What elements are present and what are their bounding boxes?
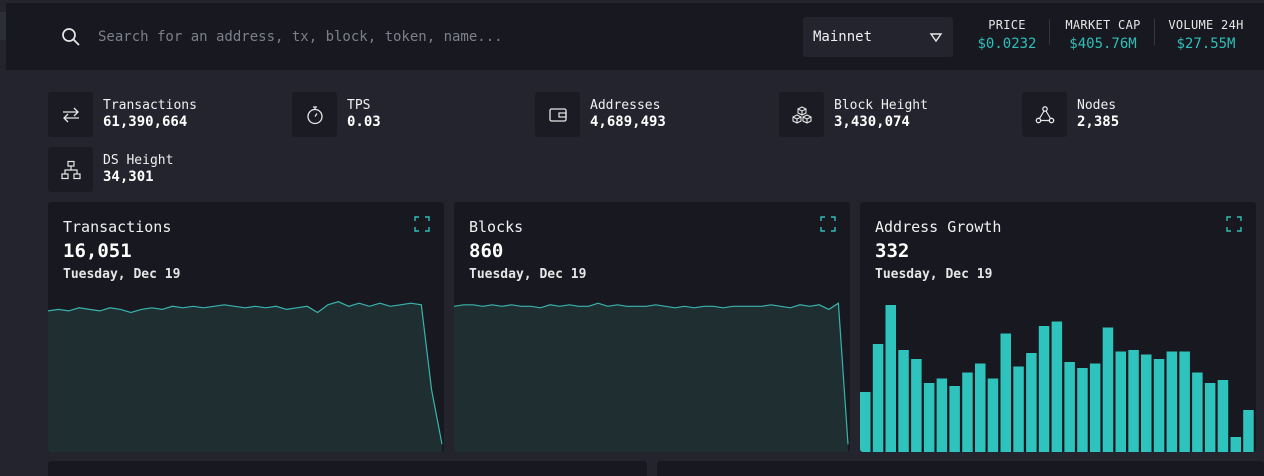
card-transactions: Transactions 16,051 Tuesday, Dec 19 <box>48 202 444 452</box>
search-icon[interactable] <box>61 27 81 47</box>
cubes-icon <box>791 105 812 124</box>
metric-label: Block Height <box>834 98 928 113</box>
metric-value: 2,385 <box>1077 114 1120 130</box>
card-date: Tuesday, Dec 19 <box>469 267 587 282</box>
bar <box>987 378 999 452</box>
card-title: Blocks <box>469 218 524 236</box>
metric-label: Transactions <box>103 98 197 113</box>
card-date: Tuesday, Dec 19 <box>875 267 993 282</box>
bar <box>975 363 986 452</box>
card-value: 332 <box>875 240 910 262</box>
address-growth-bar-chart <box>860 305 1254 452</box>
card-value: 860 <box>469 240 504 262</box>
network-select[interactable]: Mainnet <box>803 17 953 57</box>
bar <box>1141 354 1152 452</box>
metric-label: Nodes <box>1077 98 1117 113</box>
card-address-growth: Address Growth 332 Tuesday, Dec 19 <box>860 202 1256 452</box>
market-cap-stat: MARKET CAP $405.76M <box>1061 18 1145 58</box>
series-line <box>48 301 443 445</box>
wallet-icon <box>548 107 567 122</box>
bar <box>1115 351 1126 452</box>
bar <box>1013 366 1024 452</box>
bar <box>1038 326 1050 452</box>
metric-value: 34,301 <box>103 169 154 185</box>
bar <box>1128 350 1139 452</box>
card-title: Address Growth <box>875 218 1002 236</box>
bar <box>1192 372 1203 452</box>
bar <box>1000 333 1011 452</box>
volume-stat: VOLUME 24H $27.55M <box>1163 18 1249 58</box>
top-bar: Mainnet PRICE $0.0232 MARKET CAP $405.76… <box>6 3 1264 70</box>
bar <box>1064 362 1075 452</box>
price-label: PRICE <box>988 18 1026 32</box>
price-value: $0.0232 <box>977 36 1037 52</box>
bar <box>1217 380 1229 452</box>
bar <box>1077 368 1088 452</box>
search-input[interactable] <box>98 23 658 51</box>
bar <box>923 383 935 452</box>
divider <box>1049 19 1050 45</box>
market-cap-value: $405.76M <box>1069 36 1137 52</box>
transactions-area-chart <box>48 301 443 452</box>
price-stat: PRICE $0.0232 <box>971 18 1043 58</box>
bar <box>898 350 909 452</box>
card-title: Transactions <box>63 218 172 236</box>
series-line <box>454 302 849 445</box>
bar <box>936 378 948 452</box>
expand-icon[interactable] <box>1226 216 1242 232</box>
bar <box>1089 363 1101 452</box>
card-blocks: Blocks 860 Tuesday, Dec 19 <box>454 202 850 452</box>
stopwatch-icon <box>306 105 323 124</box>
bar <box>1230 437 1241 452</box>
bar <box>1153 359 1165 452</box>
bar <box>1204 383 1216 452</box>
chevron-down-icon <box>929 33 943 43</box>
divider <box>1154 19 1155 45</box>
bar <box>911 359 922 452</box>
area-fill <box>48 301 442 452</box>
metric-label: TPS <box>347 98 371 113</box>
bar <box>1102 327 1114 452</box>
volume-value: $27.55M <box>1176 36 1236 52</box>
bar <box>949 386 960 452</box>
bar <box>1179 351 1190 452</box>
card-date: Tuesday, Dec 19 <box>63 267 181 282</box>
metric-label: Addresses <box>590 98 661 113</box>
blocks-area-chart <box>454 302 849 452</box>
metric-label: DS Height <box>103 153 174 168</box>
expand-icon[interactable] <box>414 216 430 232</box>
bar <box>872 344 884 452</box>
bar <box>885 305 896 452</box>
metric-value: 61,390,664 <box>103 114 188 130</box>
bar <box>1243 410 1254 452</box>
area-fill <box>454 303 848 452</box>
hierarchy-icon <box>60 160 81 179</box>
bar <box>1026 353 1037 452</box>
metric-value: 0.03 <box>347 114 381 130</box>
metric-value: 3,430,074 <box>834 114 910 130</box>
bar <box>860 392 871 452</box>
bar <box>962 372 973 452</box>
market-cap-label: MARKET CAP <box>1065 18 1141 32</box>
metric-value: 4,689,493 <box>590 114 666 130</box>
volume-label: VOLUME 24H <box>1168 18 1244 32</box>
bar <box>1166 351 1178 452</box>
network-select-value: Mainnet <box>813 29 873 45</box>
network-nodes-icon <box>1035 105 1054 123</box>
card-value: 16,051 <box>63 240 132 262</box>
transfer-arrows-icon <box>62 107 79 122</box>
expand-icon[interactable] <box>820 216 836 232</box>
bottom-panel-right <box>657 461 1264 476</box>
bottom-panel-left <box>48 461 647 476</box>
bar <box>1051 321 1063 452</box>
